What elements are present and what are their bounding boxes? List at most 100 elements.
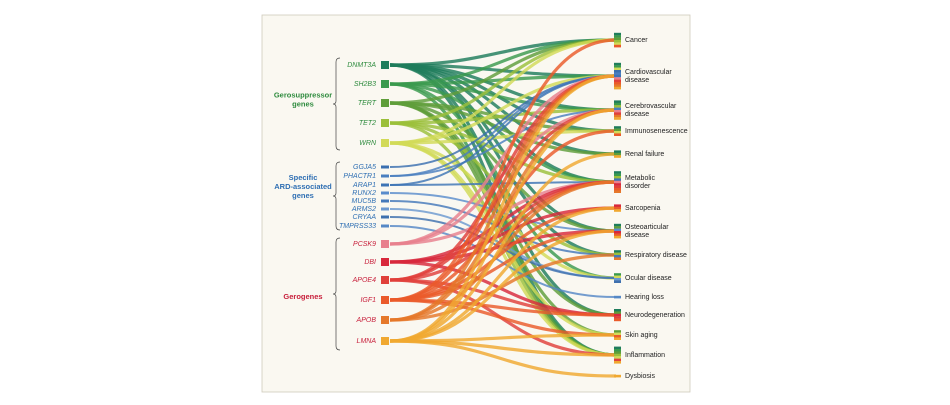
brace: [332, 237, 341, 351]
gene-node: [381, 337, 389, 345]
disease-label: Osteoarticular: [625, 224, 669, 231]
gene-node: [381, 240, 389, 248]
disease-label: disease: [625, 111, 649, 118]
disease-node: [614, 295, 621, 299]
group-label: Gerosuppressor: [274, 90, 332, 99]
gene-label: APOB: [356, 317, 377, 324]
gene-label: MUC5B: [351, 198, 376, 205]
disease-node: [614, 273, 621, 276]
gene-node: [381, 224, 389, 228]
disease-node: [614, 40, 621, 43]
disease-node: [614, 72, 621, 75]
gene-label: DBI: [364, 259, 376, 266]
link: [389, 38, 617, 145]
disease-label: Cerebrovascular: [625, 103, 677, 110]
link: [389, 225, 617, 298]
brace: [332, 57, 341, 151]
gene-label: APOE4: [352, 277, 376, 284]
disease-node: [614, 37, 621, 41]
disease-node: [614, 44, 621, 48]
link: [389, 108, 617, 343]
link: [389, 229, 617, 343]
gene-node: [381, 174, 389, 178]
disease-node: [614, 209, 621, 212]
disease-node: [614, 114, 621, 118]
disease-label: Hearing loss: [625, 294, 664, 301]
group-label: genes: [292, 99, 314, 108]
disease-node: [614, 204, 621, 207]
gene-label: GGJA5: [353, 164, 376, 171]
disease-node: [614, 180, 621, 184]
disease-node: [614, 356, 621, 359]
disease-node: [614, 231, 621, 234]
disease-node: [614, 351, 621, 354]
disease-label: Respiratory disease: [625, 252, 687, 259]
gene-node: [381, 296, 389, 304]
disease-node: [614, 70, 621, 73]
gene-label: DNMT3A: [347, 62, 376, 69]
disease-node: [614, 171, 621, 174]
gene-label: CRYAA: [353, 214, 377, 221]
disease-node: [614, 173, 621, 177]
disease-node: [614, 337, 621, 340]
disease-node: [614, 374, 621, 378]
gene-label: WRN: [359, 140, 377, 147]
gene-node: [381, 316, 389, 324]
disease-node: [614, 346, 621, 350]
gene-node: [381, 61, 389, 69]
disease-node: [614, 62, 621, 66]
link: [389, 82, 617, 184]
disease-node: [614, 233, 621, 236]
disease-node: [614, 206, 621, 210]
brace: [332, 161, 341, 231]
gene-node: [381, 215, 389, 219]
link: [389, 152, 617, 343]
gene-label: TMPRSS33: [339, 223, 376, 230]
disease-node: [614, 316, 621, 319]
disease-node: [614, 107, 621, 111]
disease-node: [614, 178, 621, 181]
gene-node: [381, 191, 389, 195]
group-label: Gerogenes: [283, 292, 322, 301]
gene-node: [381, 207, 389, 211]
disease-label: Cancer: [625, 37, 648, 44]
disease-label: disease: [625, 232, 649, 239]
disease-node: [614, 349, 621, 352]
disease-node: [614, 112, 621, 115]
link: [389, 75, 617, 186]
disease-node: [614, 110, 621, 113]
disease-label: Metabolic: [625, 175, 655, 182]
gene-label: TET2: [359, 120, 376, 127]
disease-node: [614, 77, 621, 80]
disease-node: [614, 313, 621, 317]
disease-node: [614, 185, 621, 189]
link: [389, 121, 617, 184]
links: [389, 38, 617, 378]
disease-node: [614, 226, 621, 229]
disease-node: [614, 361, 621, 364]
disease-label: Immunosenescence: [625, 128, 688, 135]
disease-node: [614, 309, 621, 312]
disease-node: [614, 35, 621, 38]
disease-label: Cardiovascular: [625, 69, 672, 76]
gene-label: PHACTR1: [343, 173, 376, 180]
disease-node: [614, 102, 621, 106]
disease-node: [614, 117, 621, 120]
disease-node: [614, 188, 621, 191]
disease-node: [614, 353, 621, 357]
disease-label: Skin aging: [625, 332, 658, 339]
disease-node: [614, 223, 621, 227]
disease-node: [614, 278, 621, 281]
disease-node: [614, 318, 621, 322]
gene-node: [381, 119, 389, 127]
gene-label: SH2B3: [354, 81, 376, 88]
gene-label: TERT: [358, 100, 377, 107]
disease-node: [614, 330, 621, 333]
disease-node: [614, 67, 621, 71]
disease-label: Renal failure: [625, 151, 664, 158]
disease-node: [614, 42, 621, 45]
disease-node: [614, 255, 621, 258]
disease-label: Dysbiosis: [625, 373, 655, 380]
